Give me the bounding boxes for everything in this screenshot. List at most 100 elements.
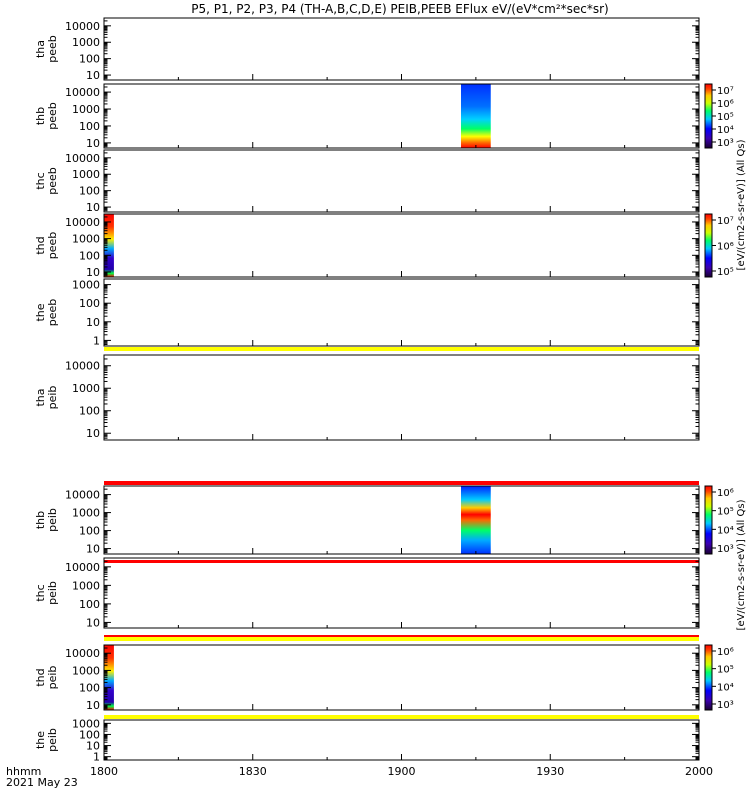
colorbar-fill [704,485,713,555]
panel-label-product: peib [46,728,59,752]
y-tick-label: 1000 [72,507,100,520]
panel-thd_peeb: 10 100 1000 10000 thd peeb [34,213,700,279]
colorbar-fill [704,83,713,149]
status-bar [104,560,699,563]
y-tick-label: 10000 [65,20,100,33]
y-tick-label: 1000 [72,279,100,292]
spectrogram-block [104,214,114,277]
y-tick-label: 100 [79,682,100,695]
colorbar-tick-label: 10³ [717,544,734,555]
y-tick-label: 100 [79,525,100,538]
panel-frame [103,278,700,347]
x-tick-label: 2000 [685,765,713,778]
y-tick-label: 10 [86,543,100,556]
y-tick-label: 10000 [65,647,100,660]
spectrogram-block [104,645,114,710]
x-tick-label: 1900 [388,765,416,778]
panel-label-product: peib [46,386,59,410]
colorbar-tick-label: 10⁷ [717,216,734,227]
colorbar-group: 10³10⁴10⁵10⁶10⁷10⁵10⁶10⁷10³10⁴10⁵10⁶10³1… [704,83,734,711]
figure-title: P5, P1, P2, P3, P4 (TH-A,B,C,D,E) PEIB,P… [191,2,608,16]
y-tick-label: 10 [86,699,100,712]
y-tick-label: 1 [93,751,100,764]
y-tick-label: 1000 [72,103,100,116]
colorbar-tick-label: 10⁵ [717,112,734,123]
y-tick-label: 100 [79,120,100,133]
y-tick-label: 1000 [72,36,100,49]
y-tick-label: 100 [79,297,100,310]
y-tick-label: 1000 [72,664,100,677]
colorbar-fill [704,644,713,711]
status-bar [104,637,699,641]
y-tick-label: 10 [86,740,100,753]
colorbar-tick-label: 10⁶ [717,99,734,110]
colorbar-fill [704,213,713,278]
panel-label-product: peeb [46,299,59,327]
x-tick-label: 1800 [90,765,118,778]
panel-label-product: peeb [46,35,59,63]
panel-label-probe: thd [34,236,47,254]
colorbar-cb_thd_peib: 10³ 10⁴ 10⁵ 10⁶ [704,644,734,711]
panel-thb_peib: 10 100 1000 10000 thb peib [34,485,700,556]
y-tick-label: 10000 [65,561,100,574]
panel-label-product: peeb [46,167,59,195]
colorbar-tick-label: 10³ [717,138,734,149]
y-tick-label: 10 [86,266,100,279]
x-tick-label: 1830 [239,765,267,778]
x-axis-label-line1: hhmm [6,765,41,778]
colorbar-tick-label: 10⁶ [717,242,734,253]
panel-label-product: peib [46,666,59,690]
panel-frame [103,17,700,81]
y-tick-label: 100 [79,185,100,198]
y-tick-label: 10 [86,616,100,629]
panel-label-probe: thc [34,584,47,601]
panel-label-product: peeb [46,232,59,260]
y-tick-label: 10 [86,69,100,82]
panel-thb_peeb: 10 100 1000 10000 thb peeb [34,83,700,150]
y-tick-label: 1000 [72,233,100,246]
colorbar-cb_thb_peib: 10³ 10⁴ 10⁵ 10⁶ [704,485,734,555]
colorbar-cb_thb_peeb: 10³ 10⁴ 10⁵ 10⁶ 10⁷ [704,83,734,149]
panel-frame [103,213,700,278]
y-tick-label: 100 [79,249,100,262]
panel-label-product: peeb [46,102,59,130]
y-tick-label: 10000 [65,216,100,229]
panel-tha_peeb: 10 100 1000 10000 tha peeb [34,17,700,82]
y-tick-label: 10000 [65,489,100,502]
panel-label-product: peib [46,581,59,605]
panel-frame [103,354,700,441]
panel-label-probe: the [34,303,47,321]
status-bar [104,347,699,351]
status-bar [104,481,699,485]
panel-thc_peib: 10 100 1000 10000 thc peib [34,557,700,629]
panel-label-probe: tha [34,40,47,58]
panel-frame [103,557,700,629]
colorbar-cb_thd_peeb: 10⁵ 10⁶ 10⁷ [704,213,734,278]
y-tick-label: 100 [79,405,100,418]
y-tick-label: 1000 [72,168,100,181]
panel-frame [103,83,700,149]
colorbar-tick-label: 10⁵ [717,507,734,518]
panel-label-probe: the [34,731,47,749]
y-tick-label: 10000 [65,152,100,165]
panel-label-probe: thb [34,107,47,125]
y-tick-label: 1000 [72,717,100,730]
y-tick-label: 1000 [72,579,100,592]
colorbar-tick-label: 10⁷ [717,86,734,97]
x-tick-labels: 1800 1830 1900 1930 2000 [90,765,713,778]
colorbar-tick-label: 10⁴ [717,525,734,536]
colorbar-tick-label: 10⁶ [717,488,734,499]
y-tick-label: 10 [86,137,100,150]
x-axis-label-line2: 2021 May 23 [6,776,78,789]
panel-tha_peib: 10 100 1000 10000 tha peib [34,354,700,441]
status-bar [104,715,699,719]
panel-label-probe: thb [34,511,47,529]
panel-label-product: peib [46,508,59,532]
panel-label-probe: thc [34,172,47,189]
y-tick-label: 100 [79,53,100,66]
panel-thd_peib: 10 100 1000 10000 thd peib [34,644,700,712]
y-tick-label: 1 [93,334,100,347]
